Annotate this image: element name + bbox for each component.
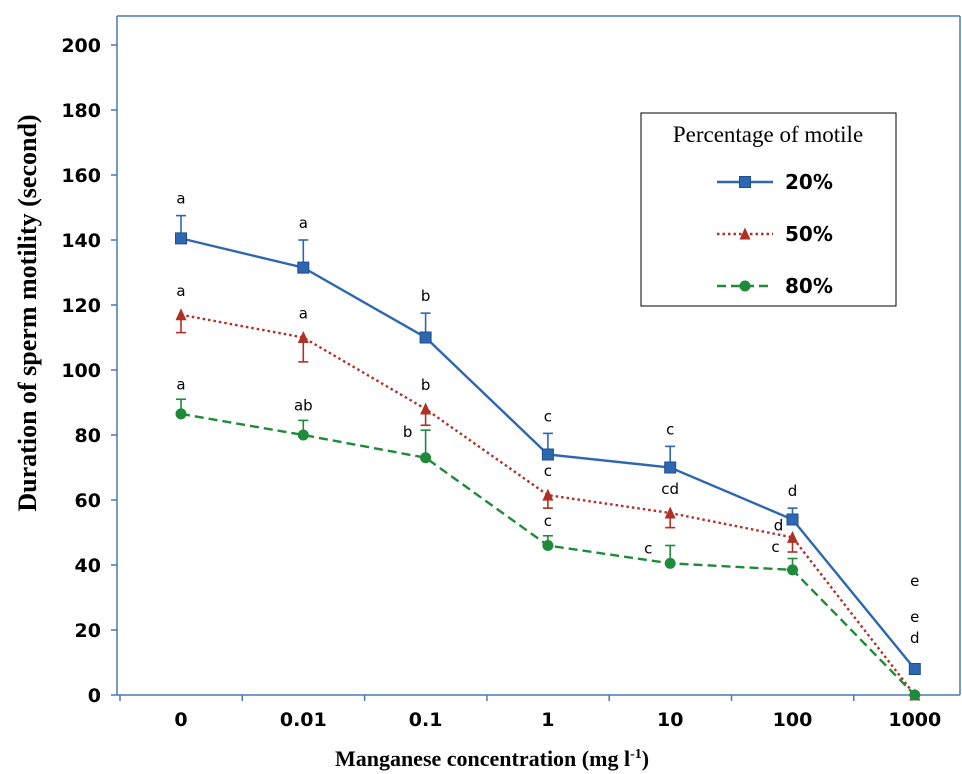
x-tick-label: 1 (541, 709, 554, 731)
significance-letter: b (421, 287, 431, 305)
data-point-triangle (297, 331, 309, 343)
y-axis-title: Duration of sperm motility (second) (13, 114, 42, 511)
data-point-circle (542, 540, 554, 551)
y-tick-label: 120 (61, 295, 101, 317)
significance-letter: c (544, 462, 552, 480)
significance-letter: a (299, 305, 308, 323)
x-axis-title-end: ) (642, 746, 649, 771)
significance-letter: d (910, 629, 920, 647)
data-point-square (908, 663, 921, 675)
significance-letter: c (644, 539, 652, 557)
legend-label: 50% (785, 222, 833, 246)
legend-items: 20% 50% 80% (717, 170, 833, 298)
legend-title: Percentage of motile (673, 122, 863, 147)
data-point-square (419, 331, 432, 344)
data-point-triangle (787, 530, 798, 543)
data-point-triangle (175, 308, 187, 321)
significance-letter: a (176, 375, 185, 393)
legend-label: 20% (785, 170, 833, 194)
y-tick-label: 0 (88, 685, 101, 707)
series-3 (175, 398, 921, 701)
data-point-triangle (542, 488, 554, 501)
y-axis-ticks: 0 20 40 60 80 100 120 140 160 180 200 (61, 35, 117, 707)
significance-letter: c (771, 538, 779, 556)
significance-letter: cd (661, 480, 679, 498)
y-tick-label: 180 (61, 100, 101, 122)
data-point-circle (420, 452, 432, 464)
data-point-circle (787, 564, 798, 576)
legend-box (640, 112, 897, 307)
series-layer (175, 214, 921, 701)
significance-letter: a (176, 190, 185, 208)
x-tick-label: 100 (773, 709, 813, 731)
significance-letter: c (666, 420, 674, 438)
data-point-circle (664, 557, 676, 569)
significance-letter: e (910, 608, 919, 626)
legend: Percentage of motile 20% 50% 80% (640, 112, 897, 307)
x-tick-label: 1000 (888, 709, 941, 731)
y-tick-label: 160 (61, 165, 101, 187)
data-point-circle (175, 408, 187, 420)
data-point-circle (297, 429, 309, 441)
significance-letter: a (176, 282, 185, 300)
data-point-square (786, 513, 799, 526)
x-axis-title: Manganese concentration (mg l-1) (335, 746, 649, 771)
data-point-square (297, 261, 310, 274)
y-tick-label: 60 (75, 490, 101, 512)
significance-letter: d (774, 516, 784, 534)
y-tick-label: 100 (61, 360, 101, 382)
significance-letter: b (421, 376, 431, 394)
significance-letter: c (544, 512, 552, 530)
y-tick-label: 200 (61, 35, 101, 57)
legend-label: 80% (785, 274, 833, 298)
significance-letter: e (910, 572, 919, 590)
x-axis-ticks: 0 0.01 0.1 1 10 100 1000 (119, 695, 941, 731)
significance-letter: a (299, 214, 308, 232)
y-tick-label: 80 (75, 425, 101, 447)
x-axis-title-superscript: -1 (630, 747, 642, 762)
data-point-circle (739, 280, 751, 292)
significance-letter: b (403, 423, 413, 441)
x-tick-label: 10 (657, 709, 683, 731)
x-tick-label: 0 (174, 709, 187, 731)
data-point-square (175, 232, 187, 245)
y-tick-label: 20 (75, 620, 101, 642)
data-point-square (739, 176, 751, 188)
significance-letter: ab (294, 396, 313, 414)
x-tick-label: 0.01 (280, 709, 327, 731)
data-point-square (664, 461, 677, 474)
significance-letter: d (788, 482, 798, 500)
series-2 (175, 308, 921, 701)
x-axis-title-text: Manganese concentration (mg l (335, 746, 630, 771)
x-tick-label: 0.1 (409, 709, 443, 731)
data-point-circle (909, 689, 921, 701)
series-1 (175, 214, 921, 675)
significance-letter: c (544, 407, 552, 425)
y-tick-label: 140 (61, 230, 101, 252)
data-point-square (541, 448, 554, 461)
data-point-triangle (739, 227, 751, 240)
y-tick-label: 40 (75, 555, 101, 577)
data-point-triangle (420, 402, 432, 415)
data-point-triangle (664, 506, 676, 519)
